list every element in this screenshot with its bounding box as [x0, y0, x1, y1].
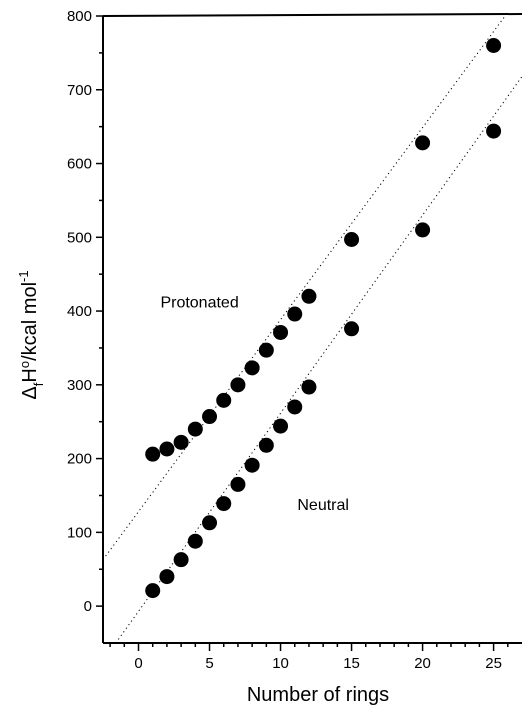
y-tick-label: 300	[67, 377, 92, 394]
point-neutral	[486, 123, 502, 139]
point-protonated	[273, 324, 289, 340]
point-neutral	[159, 569, 175, 585]
point-protonated	[486, 38, 502, 54]
axes	[102, 13, 523, 644]
point-neutral	[258, 437, 274, 453]
point-neutral	[287, 399, 303, 415]
x-tick-label: 5	[205, 655, 213, 672]
x-tick-label: 0	[134, 655, 142, 672]
point-neutral	[216, 496, 232, 512]
series-label-protonated: Protonated	[160, 294, 238, 311]
x-axis-title: Number of rings	[247, 684, 389, 706]
point-protonated	[159, 441, 175, 457]
point-neutral	[145, 583, 161, 599]
point-protonated	[145, 446, 161, 462]
point-protonated	[344, 232, 360, 248]
point-neutral	[273, 418, 289, 434]
data-points	[145, 38, 502, 599]
point-protonated	[258, 342, 274, 358]
y-tick-label: 800	[67, 8, 92, 25]
point-neutral	[173, 552, 189, 568]
tick-labels: 0 100 200 300 400 500 600 700 800 0 5 10 15 20 25	[67, 8, 502, 672]
point-protonated	[230, 377, 246, 393]
point-protonated	[202, 409, 218, 425]
x-tick-label: 10	[272, 655, 289, 672]
y-tick-label: 400	[67, 303, 92, 320]
y-tick-label: 100	[67, 524, 92, 541]
point-protonated	[244, 360, 260, 376]
svg-text:ΔfHo/kcal mol-1: ΔfHo/kcal mol-1	[16, 270, 46, 399]
top-axis-line	[102, 13, 523, 17]
y-tick-label: 0	[84, 598, 92, 615]
fit-line-neutral	[115, 76, 522, 643]
point-protonated	[301, 288, 317, 304]
x-tick-label: 15	[343, 655, 360, 672]
x-tick-label: 25	[485, 655, 502, 672]
y-tick-label: 200	[67, 451, 92, 468]
point-neutral	[244, 457, 260, 473]
fit-lines	[103, 16, 522, 643]
point-neutral	[187, 533, 203, 549]
y-tick-label: 700	[67, 82, 92, 99]
fit-line-protonated	[103, 16, 506, 560]
y-tick-label: 500	[67, 229, 92, 246]
point-protonated	[415, 135, 431, 151]
point-protonated	[287, 306, 303, 322]
y-axis-title: ΔfHo/kcal mol-1	[16, 270, 46, 399]
point-neutral	[202, 515, 218, 531]
point-neutral	[301, 379, 317, 395]
series-label-neutral: Neutral	[297, 497, 349, 514]
x-tick-label: 20	[414, 655, 431, 672]
point-neutral	[344, 321, 360, 337]
point-neutral	[415, 222, 431, 238]
y-tick-label: 600	[67, 156, 92, 173]
point-neutral	[230, 476, 246, 492]
ticks	[96, 15, 509, 651]
point-protonated	[216, 392, 232, 408]
point-protonated	[187, 421, 203, 437]
point-protonated	[173, 434, 189, 450]
